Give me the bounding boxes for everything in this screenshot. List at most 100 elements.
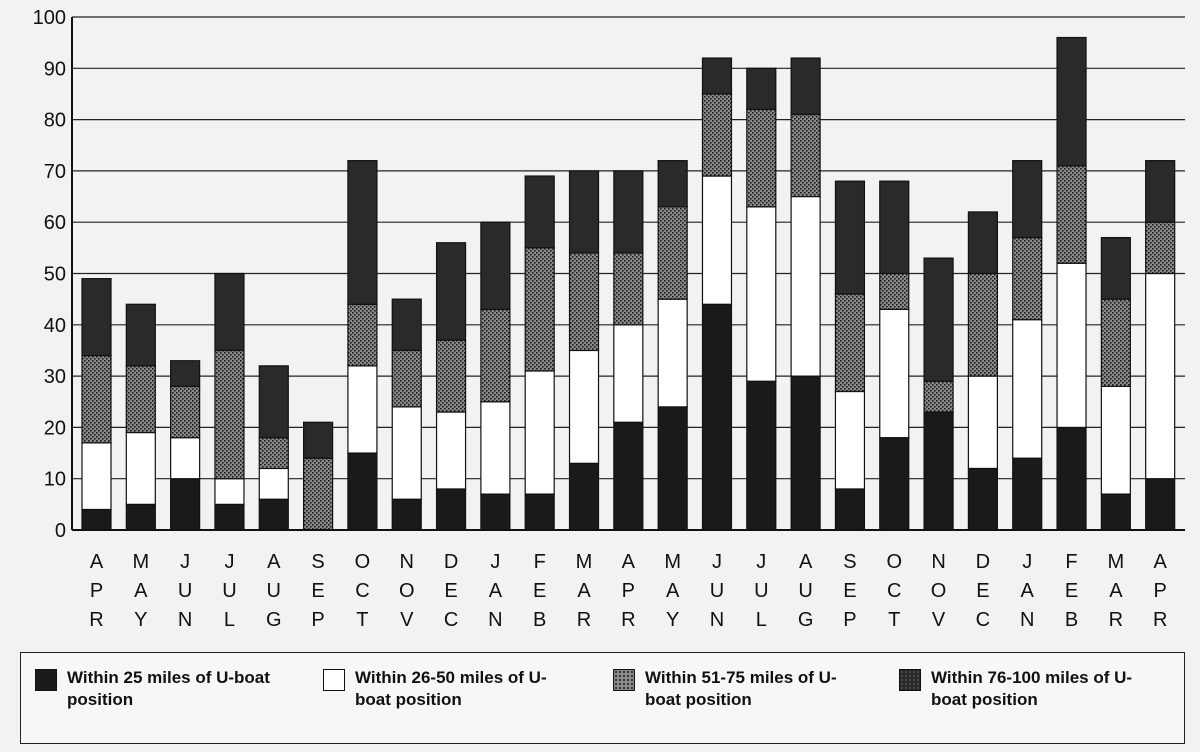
x-tick-letter-18-1: C — [887, 580, 901, 602]
bar-segment-jan-9-series-2 — [480, 308, 511, 403]
x-tick-letter-17-1: E — [843, 580, 856, 602]
x-tick-letter-21-1: A — [1021, 580, 1035, 602]
legend-label-within-51-75: Within 51-75 miles of U-boat position — [645, 668, 837, 709]
bar-segment-feb-22-series-1 — [1056, 262, 1087, 428]
x-tick-letter-1-1: A — [134, 580, 148, 602]
x-tick-letter-16-0: A — [799, 551, 813, 573]
bar-segment-aug-16-series-3 — [790, 57, 821, 116]
bar-segment-aug-16-series-0 — [790, 375, 821, 531]
bar-segment-oct-6-series-1 — [347, 365, 378, 454]
bar-segment-jul-15-series-1 — [746, 206, 777, 382]
x-tick-letter-19-1: O — [931, 580, 947, 602]
bar-segment-feb-10-series-3 — [524, 175, 555, 249]
x-tick-letter-14-1: U — [710, 580, 724, 602]
x-tick-letter-2-2: N — [178, 609, 192, 631]
bar-segment-feb-10-series-1 — [524, 370, 555, 495]
bar-segment-apr-24-series-3 — [1145, 160, 1176, 223]
bar-segment-jan-9-series-1 — [480, 401, 511, 495]
bar-segment-aug-16-series-2 — [790, 113, 821, 198]
x-tick-letter-2-0: J — [180, 551, 190, 573]
bar-segment-jun-2-series-3 — [170, 360, 201, 387]
bar-segment-oct-6-series-0 — [347, 452, 378, 531]
x-tick-letter-1-0: M — [132, 551, 149, 573]
x-tick-letter-15-1: U — [754, 580, 768, 602]
x-tick-letter-10-2: B — [533, 609, 546, 631]
x-tick-letter-14-0: J — [712, 551, 722, 573]
bar-segment-jul-15-series-3 — [746, 67, 777, 110]
bar-segment-apr-24-series-2 — [1145, 221, 1176, 275]
bar-segment-mar-23-series-0 — [1100, 493, 1131, 531]
x-tick-letter-15-2: L — [756, 609, 767, 631]
x-tick-letter-9-0: J — [490, 551, 500, 573]
bar-segment-apr-12-series-0 — [613, 421, 644, 531]
bar-segment-mar-11-series-1 — [568, 349, 600, 464]
x-tick-letter-21-0: J — [1022, 551, 1032, 573]
bar-segment-dec-20-series-0 — [967, 467, 999, 531]
y-tick-label-30: 30 — [44, 366, 66, 388]
bar-segment-sep-17-series-0 — [834, 488, 866, 531]
bar-segment-apr-0-series-2 — [81, 354, 112, 444]
x-tick-letter-23-0: M — [1108, 551, 1125, 573]
bar-segment-dec-20-series-2 — [967, 272, 999, 377]
bar-segment-nov-19-series-2 — [923, 380, 954, 413]
x-tick-letter-13-1: A — [666, 580, 680, 602]
bar-segment-jul-3-series-1 — [214, 478, 245, 505]
x-tick-letter-1-2: Y — [134, 609, 147, 631]
x-tick-letter-4-1: U — [267, 580, 281, 602]
bar-segment-may-1-series-1 — [125, 431, 156, 505]
y-tick-label-90: 90 — [44, 58, 66, 80]
bar-segment-sep-5-series-3 — [303, 421, 334, 459]
bar-segment-may-13-series-2 — [657, 206, 688, 300]
bar-segment-oct-18-series-2 — [879, 272, 910, 311]
x-tick-letter-13-0: M — [664, 551, 681, 573]
bar-segment-apr-12-series-3 — [613, 170, 644, 254]
y-tick-label-0: 0 — [55, 520, 66, 542]
bar-segment-may-1-series-0 — [125, 503, 156, 531]
bar-segment-oct-6-series-2 — [347, 303, 378, 367]
x-tick-letter-5-2: P — [311, 609, 324, 631]
bar-segment-dec-8-series-2 — [435, 339, 467, 413]
bar-segment-feb-22-series-3 — [1056, 36, 1087, 167]
bar-segment-mar-11-series-2 — [568, 252, 600, 352]
x-tick-letter-18-0: O — [886, 551, 902, 573]
x-tick-letter-11-1: A — [577, 580, 591, 602]
bar-segment-may-13-series-0 — [657, 406, 688, 531]
y-axis-ticks: 0 10 20 30 40 50 60 70 80 90 100 — [33, 7, 66, 542]
y-tick-label-60: 60 — [44, 212, 66, 234]
x-tick-letter-24-2: R — [1153, 609, 1167, 631]
x-tick-letter-22-2: B — [1065, 609, 1078, 631]
x-tick-letter-20-2: C — [976, 609, 990, 631]
x-tick-letter-12-1: P — [622, 580, 635, 602]
legend-swatch-within-76-100 — [899, 669, 921, 691]
x-tick-letter-0-0: A — [90, 551, 104, 573]
bar-segment-jan-21-series-1 — [1012, 319, 1043, 459]
y-tick-label-50: 50 — [44, 264, 66, 286]
bar-segment-mar-11-series-0 — [568, 462, 600, 531]
bar-segment-aug-16-series-1 — [790, 195, 821, 377]
bar-segment-nov-7-series-2 — [391, 349, 422, 408]
x-tick-letter-23-2: R — [1109, 609, 1123, 631]
legend-item-within-51-75: Within 51-75 miles of U-boat position — [613, 667, 870, 711]
x-tick-letter-10-1: E — [533, 580, 546, 602]
bar-segment-aug-4-series-3 — [258, 365, 289, 439]
bar-segment-feb-22-series-0 — [1056, 426, 1087, 531]
bar-segment-dec-20-series-1 — [967, 375, 999, 470]
bar-segment-jun-2-series-1 — [170, 437, 201, 480]
x-tick-letter-20-0: D — [976, 551, 990, 573]
x-tick-letter-3-1: U — [222, 580, 236, 602]
bar-segment-jan-9-series-3 — [480, 221, 511, 311]
x-tick-letter-5-1: E — [311, 580, 324, 602]
bar-segment-jan-9-series-0 — [480, 493, 511, 531]
